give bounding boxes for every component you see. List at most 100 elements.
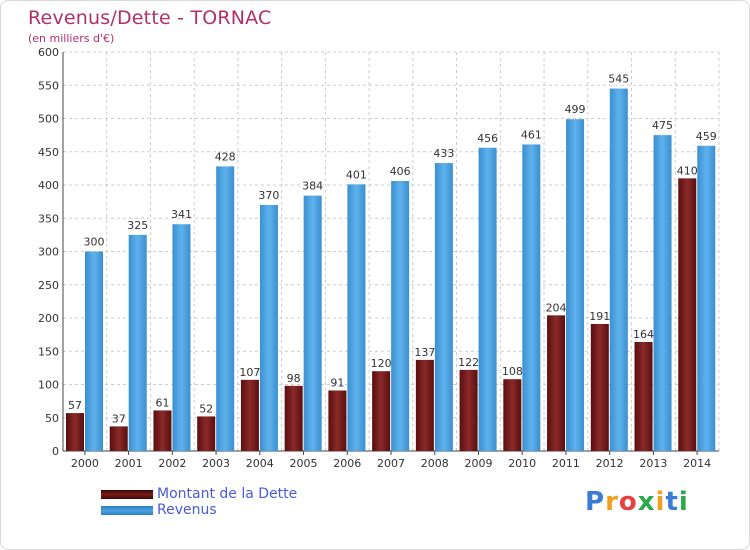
x-tick-label: 2012 — [596, 457, 624, 470]
y-tick-label: 250 — [38, 279, 59, 292]
data-label-revenus: 433 — [433, 147, 454, 160]
bar-dette — [678, 178, 697, 451]
y-tick-label: 0 — [52, 445, 59, 458]
bar-dette — [240, 379, 259, 451]
logo-letter: r — [605, 487, 619, 517]
bar-dette — [547, 315, 566, 451]
x-tick-label: 2011 — [552, 457, 580, 470]
data-label-dette: 137 — [414, 346, 435, 359]
data-label-revenus: 406 — [390, 165, 411, 178]
legend-label-dette: Montant de la Dette — [157, 486, 298, 502]
bar-revenus — [478, 147, 497, 451]
x-tick-label: 2010 — [508, 457, 536, 470]
legend-swatch-dette — [101, 490, 153, 499]
bar-revenus — [391, 181, 410, 451]
logo-letter: t — [665, 487, 679, 517]
bar-dette — [109, 426, 128, 451]
data-label-revenus: 459 — [696, 130, 717, 143]
logo-letter: i — [678, 487, 689, 517]
y-tick-label: 300 — [38, 246, 59, 259]
data-label-revenus: 325 — [127, 219, 148, 232]
data-label-revenus: 461 — [521, 128, 542, 141]
bar-revenus — [128, 234, 147, 451]
bar-dette — [153, 410, 172, 451]
x-tick-label: 2013 — [639, 457, 667, 470]
x-tick-label: 2008 — [421, 457, 449, 470]
bar-revenus — [259, 204, 278, 451]
logo-letter: o — [618, 487, 638, 517]
y-tick-label: 450 — [38, 146, 59, 159]
bar-revenus — [609, 88, 628, 451]
y-tick-label: 200 — [38, 312, 59, 325]
data-label-dette: 107 — [239, 366, 260, 379]
bar-dette — [66, 413, 84, 451]
bar-revenus — [303, 195, 322, 451]
bar-revenus — [653, 135, 672, 451]
y-tick-label: 600 — [38, 46, 59, 59]
data-label-dette: 61 — [155, 396, 169, 409]
data-label-dette: 57 — [68, 399, 82, 412]
bar-revenus — [347, 184, 366, 451]
bar-revenus — [697, 145, 716, 451]
bar-dette — [590, 323, 609, 451]
bar-revenus — [172, 224, 191, 451]
x-tick-label: 2005 — [290, 457, 318, 470]
bar-dette — [328, 390, 347, 451]
y-tick-label: 500 — [38, 113, 59, 126]
bar-dette — [634, 341, 653, 451]
x-tick-label: 2003 — [202, 457, 230, 470]
data-label-dette: 37 — [112, 412, 126, 425]
bar-dette — [284, 385, 303, 451]
data-label-dette: 98 — [287, 372, 301, 385]
proxiti-logo: Proxiti — [585, 487, 689, 517]
bar-revenus — [522, 144, 541, 451]
data-label-revenus: 499 — [565, 103, 586, 116]
data-label-dette: 52 — [199, 402, 213, 415]
data-label-revenus: 384 — [302, 180, 323, 193]
y-tick-label: 150 — [38, 345, 59, 358]
y-tick-label: 100 — [38, 379, 59, 392]
x-tick-label: 2009 — [464, 457, 492, 470]
data-label-dette: 120 — [371, 357, 392, 370]
bar-dette — [503, 379, 522, 451]
bar-dette — [459, 369, 478, 451]
data-label-revenus: 370 — [258, 189, 279, 202]
legend-label-revenus: Revenus — [157, 502, 217, 518]
data-label-dette: 191 — [589, 310, 610, 323]
data-label-revenus: 401 — [346, 168, 367, 181]
logo-letter: x — [637, 487, 656, 517]
data-label-revenus: 341 — [171, 208, 192, 221]
bar-dette — [372, 371, 391, 451]
x-tick-label: 2001 — [115, 457, 143, 470]
x-tick-label: 2014 — [683, 457, 711, 470]
y-tick-label: 350 — [38, 212, 59, 225]
bar-dette — [197, 416, 216, 451]
bar-revenus — [434, 163, 453, 451]
logo-letter: i — [655, 487, 666, 517]
data-label-revenus: 545 — [608, 73, 629, 86]
data-label-revenus: 475 — [652, 119, 673, 132]
y-tick-label: 400 — [38, 179, 59, 192]
data-label-dette: 204 — [546, 301, 567, 314]
data-label-dette: 108 — [502, 365, 523, 378]
data-label-revenus: 456 — [477, 132, 498, 145]
bar-revenus — [566, 119, 585, 451]
x-tick-label: 2000 — [71, 457, 99, 470]
data-label-revenus: 300 — [84, 236, 105, 249]
data-label-dette: 164 — [633, 328, 654, 341]
legend-swatch-revenus — [101, 506, 153, 515]
y-tick-label: 50 — [45, 412, 59, 425]
x-tick-label: 2002 — [158, 457, 186, 470]
data-label-dette: 122 — [458, 356, 479, 369]
chart-title: Revenus/Dette - TORNAC — [28, 7, 272, 29]
bar-revenus — [216, 166, 235, 451]
y-tick-label: 550 — [38, 79, 59, 92]
logo-letter: P — [585, 487, 606, 517]
chart-subtitle: (en milliers d'€) — [28, 32, 115, 45]
bar-revenus — [85, 251, 103, 451]
data-label-revenus: 428 — [215, 150, 236, 163]
data-label-dette: 410 — [677, 164, 698, 177]
data-label-dette: 91 — [330, 376, 344, 389]
